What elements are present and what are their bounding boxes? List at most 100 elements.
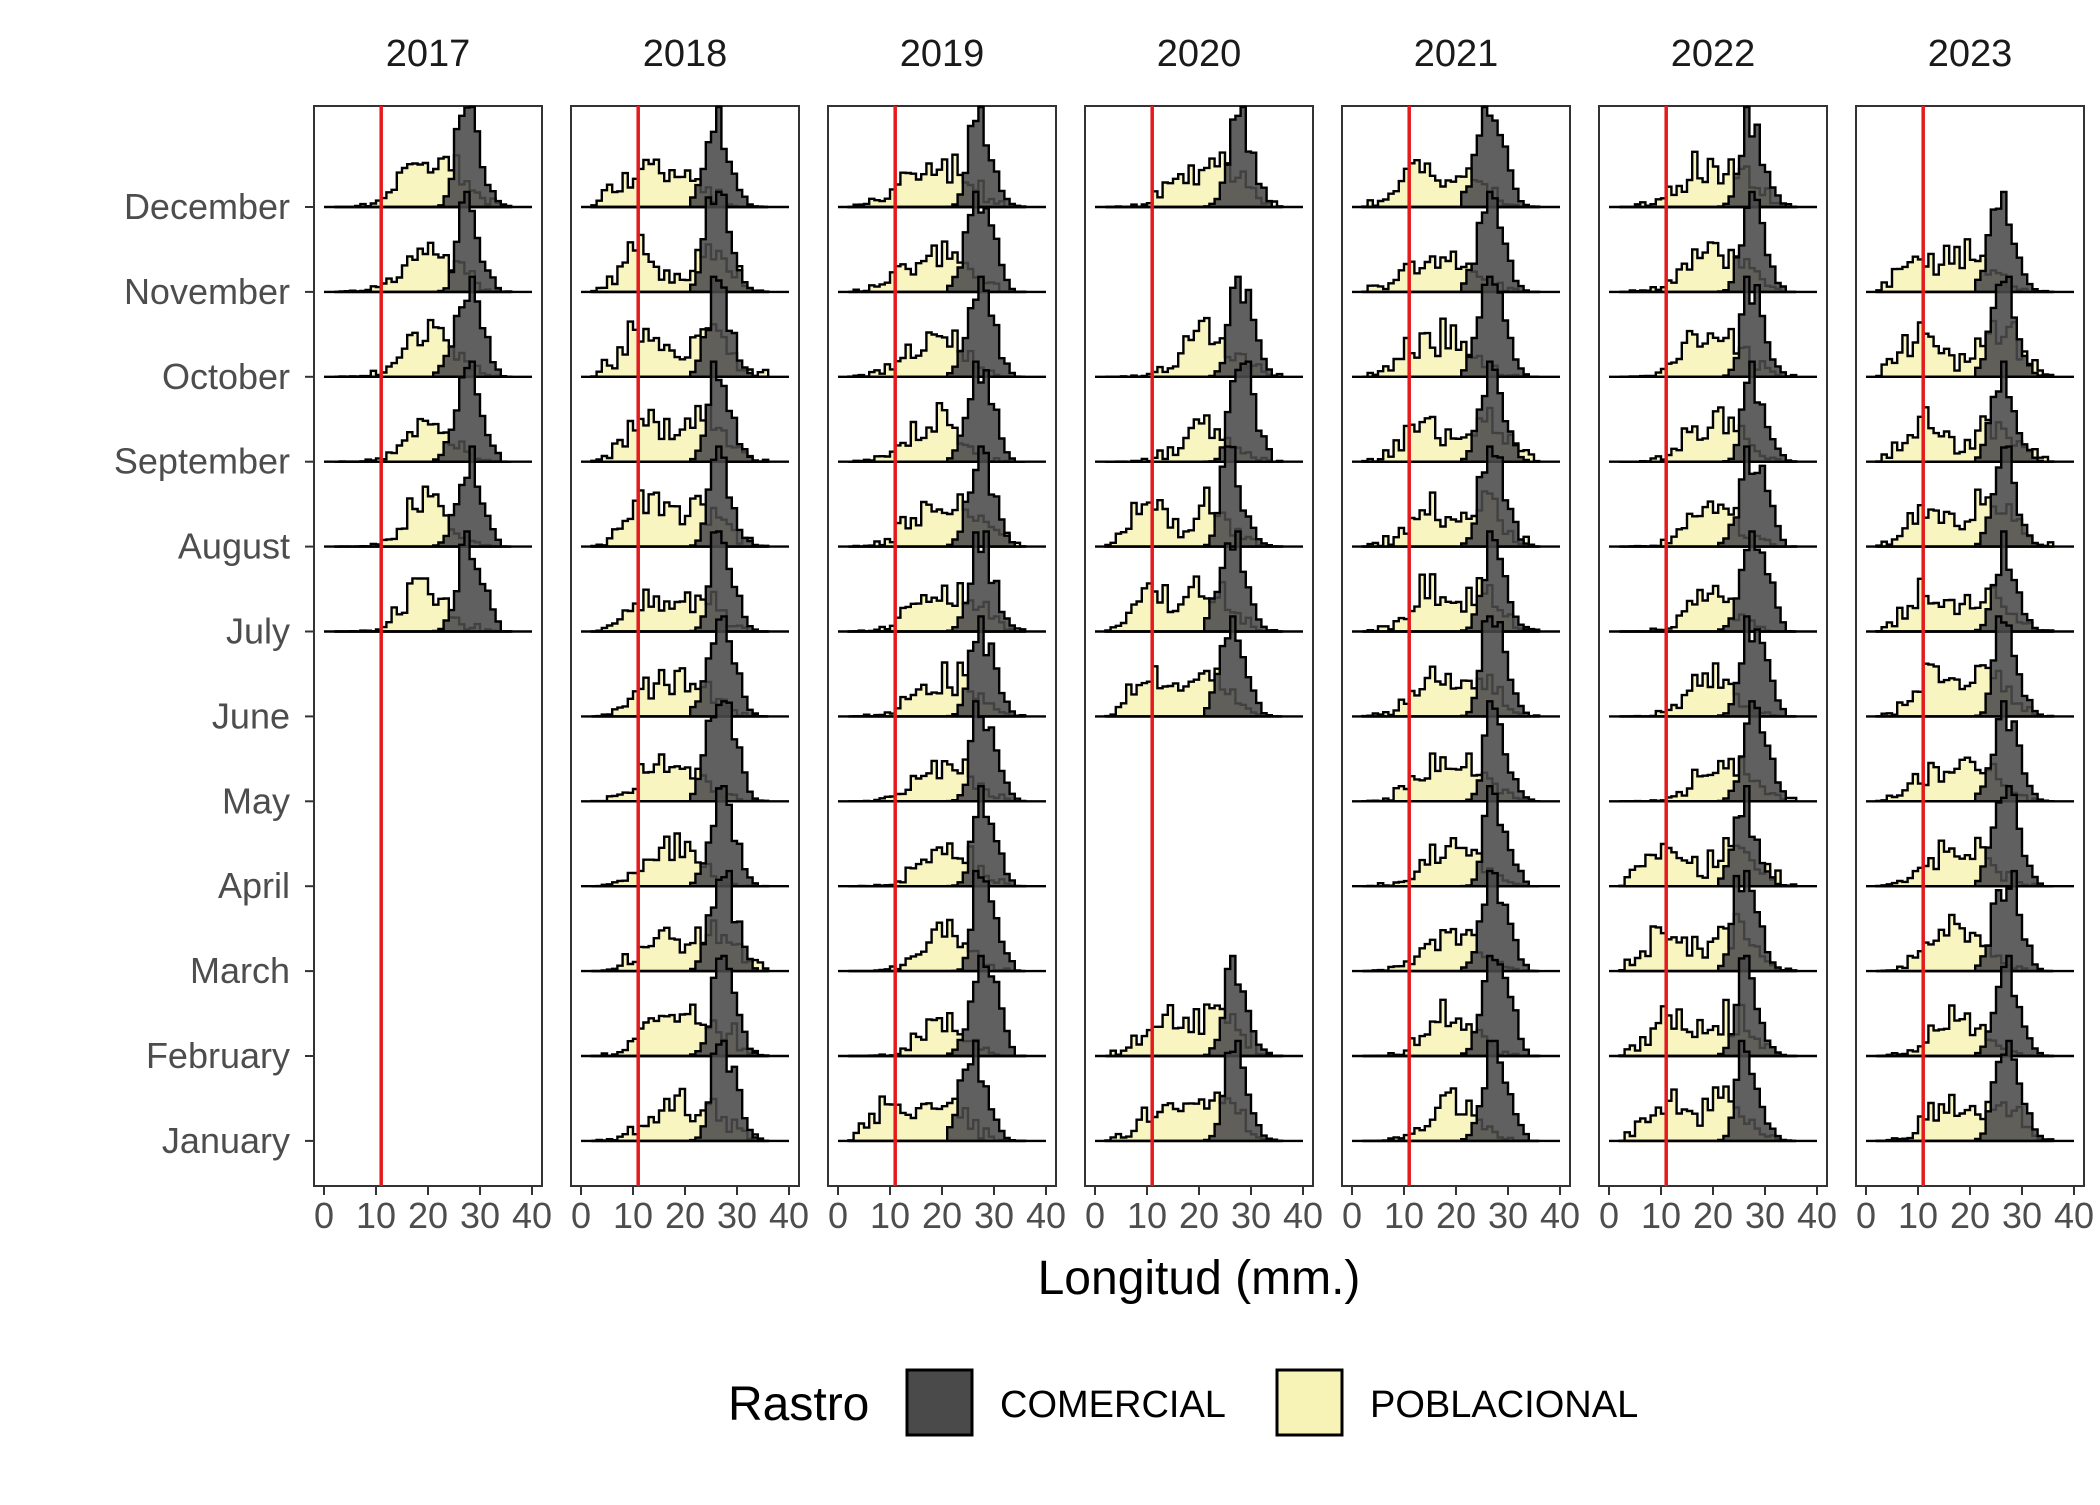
panel-2021: 2021	[1341, 33, 1571, 1187]
ridge-2022-april	[1609, 785, 1817, 888]
ridge-2023-july	[1866, 530, 2074, 633]
ridge-2019-october	[838, 275, 1046, 378]
ridge-2018-december	[581, 105, 789, 209]
ridge-2021-november	[1352, 190, 1560, 294]
ridge-2019-august	[838, 445, 1046, 548]
x-tick-label-2019-40: 40	[1026, 1195, 1066, 1236]
strip-label-2022: 2022	[1671, 33, 1756, 75]
ridge-2023-january	[1866, 1039, 2074, 1143]
ridge-2018-october	[581, 275, 789, 378]
strip-label-2021: 2021	[1414, 33, 1499, 75]
x-tick-label-2021-0: 0	[1342, 1195, 1362, 1236]
x-tick-label-2017-30: 30	[460, 1195, 500, 1236]
x-tick-label-2022-0: 0	[1599, 1195, 1619, 1236]
ridge-2022-august	[1609, 445, 1817, 548]
legend: Rastro COMERCIAL POBLACIONAL	[728, 1368, 1638, 1437]
x-tick-label-2018-30: 30	[717, 1195, 757, 1236]
ridge-2021-may	[1352, 700, 1560, 803]
x-tick-label-2021-30: 30	[1488, 1195, 1528, 1236]
ridge-2019-june	[838, 615, 1046, 718]
ridge-2019-november	[838, 190, 1046, 294]
ridge-2023-april	[1866, 785, 2074, 888]
ridge-2019-september	[838, 360, 1046, 463]
strip-label-2019: 2019	[900, 33, 985, 75]
ridge-2018-april	[581, 785, 789, 888]
ridge-2022-july	[1609, 530, 1817, 633]
x-tick-label-2021-20: 20	[1436, 1195, 1476, 1236]
ridge-2018-september	[581, 360, 789, 463]
x-tick-label-2023-30: 30	[2002, 1195, 2042, 1236]
strip-label-2023: 2023	[1928, 33, 2013, 75]
y-tick-label-april: April	[218, 865, 290, 906]
ridge-2018-may	[581, 700, 789, 803]
ridge-2022-september	[1609, 360, 1817, 463]
x-tick-label-2017-10: 10	[356, 1195, 396, 1236]
x-tick-label-2023-0: 0	[1856, 1195, 1876, 1236]
x-axis-title: Longitud (mm.)	[1038, 1252, 1361, 1305]
ridge-2021-august	[1352, 445, 1560, 548]
ridge-2023-may	[1866, 700, 2074, 803]
legend-key-poblacional	[1275, 1368, 1344, 1437]
ridge-2023-june	[1866, 615, 2074, 718]
y-tick-label-august: August	[178, 526, 290, 567]
y-tick-label-september: September	[114, 441, 290, 482]
x-tick-label-2019-30: 30	[974, 1195, 1014, 1236]
ridge-2023-february	[1866, 954, 2074, 1058]
legend-title: Rastro	[728, 1378, 869, 1431]
ridge-2019-march	[838, 869, 1046, 973]
x-tick-label-2020-0: 0	[1085, 1195, 1105, 1236]
x-tick-label-2018-20: 20	[665, 1195, 705, 1236]
ridge-2017-july	[324, 530, 532, 633]
ridge-2022-may	[1609, 700, 1817, 803]
y-tick-label-july: July	[226, 611, 290, 652]
ridge-2018-november	[581, 190, 789, 294]
x-tick-label-2017-0: 0	[314, 1195, 334, 1236]
ridge-2023-august	[1866, 445, 2074, 548]
x-tick-label-2018-0: 0	[571, 1195, 591, 1236]
panel-2017: 2017	[313, 33, 543, 1187]
y-tick-label-may: May	[222, 780, 290, 821]
ridge-2023-march	[1866, 869, 2074, 973]
ridge-2017-october	[324, 275, 532, 378]
ridge-2022-march	[1609, 869, 1817, 973]
ridge-2022-january	[1609, 1039, 1817, 1143]
panel-2019: 2019	[827, 33, 1057, 1187]
panel-2020: 2020	[1084, 33, 1314, 1187]
ridge-2019-february	[838, 954, 1046, 1058]
legend-label-comercial: COMERCIAL	[1000, 1384, 1226, 1426]
panel-frame-2020	[1084, 105, 1314, 1187]
ridge-2020-december	[1095, 105, 1303, 209]
x-tick-label-2022-20: 20	[1693, 1195, 1733, 1236]
x-tick-label-2020-40: 40	[1283, 1195, 1323, 1236]
ridge-2018-august	[581, 445, 789, 548]
y-tick-label-february: February	[146, 1035, 290, 1076]
panels-layer: 2017 2018 2019 2020 2021 2022 2023	[313, 33, 2085, 1187]
x-tick-label-2023-20: 20	[1950, 1195, 1990, 1236]
ridge-2021-january	[1352, 1039, 1560, 1143]
ridge-2021-october	[1352, 275, 1560, 378]
legend-label-poblacional: POBLACIONAL	[1370, 1384, 1638, 1426]
x-tick-label-2022-40: 40	[1797, 1195, 1837, 1236]
ridge-2022-november	[1609, 190, 1817, 294]
ridge-2021-september	[1352, 360, 1560, 463]
strip-label-2018: 2018	[643, 33, 728, 75]
y-tick-label-june: June	[212, 695, 290, 736]
ridge-2021-july	[1352, 530, 1560, 633]
ridge-2017-august	[324, 445, 532, 548]
ridge-2018-january	[581, 1039, 789, 1143]
x-tick-label-2019-10: 10	[870, 1195, 910, 1236]
ridge-2023-october	[1866, 275, 2074, 378]
ridge-2021-june	[1352, 615, 1560, 718]
legend-key-comercial	[905, 1368, 974, 1437]
ridge-2017-november	[324, 190, 532, 294]
x-tick-label-2019-0: 0	[828, 1195, 848, 1236]
x-tick-label-2022-30: 30	[1745, 1195, 1785, 1236]
strip-label-2017: 2017	[386, 33, 471, 75]
x-tick-label-2017-40: 40	[512, 1195, 552, 1236]
x-tick-label-2018-40: 40	[769, 1195, 809, 1236]
ridge-2020-september	[1095, 360, 1303, 463]
x-tick-label-2019-20: 20	[922, 1195, 962, 1236]
x-tick-label-2023-10: 10	[1898, 1195, 1938, 1236]
